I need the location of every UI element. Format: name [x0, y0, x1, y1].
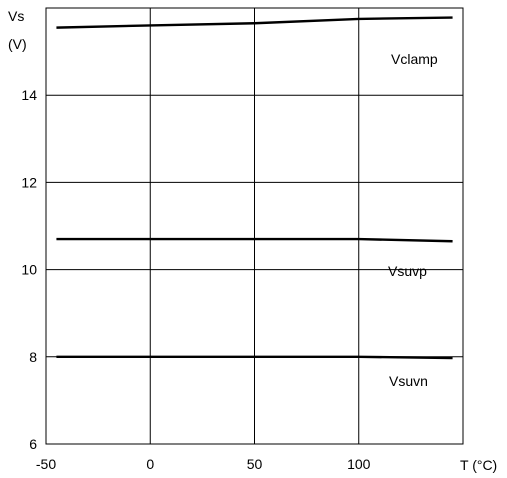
x-tick-label: 50	[247, 456, 263, 472]
y-axis-label-line1: Vs	[8, 8, 24, 24]
x-tick-label: 100	[347, 456, 371, 472]
series-group: Vclamp Vsuvp Vsuvn	[56, 16, 453, 389]
series-label-vsuvn: Vsuvn	[389, 373, 428, 389]
y-tick-label: 14	[21, 87, 37, 103]
series-label-vsuvp: Vsuvp	[388, 263, 427, 279]
y-axis-label-line2: (V)	[8, 36, 27, 52]
series-line-vsuvn	[56, 355, 453, 360]
x-tick-label: 0	[146, 456, 154, 472]
x-axis-label: T (°C)	[460, 457, 497, 473]
tick-labels: -50 0 50 100 6 8 10 12 14	[21, 87, 370, 472]
y-tick-label: 10	[21, 262, 37, 278]
y-tick-label: 12	[21, 174, 37, 190]
y-tick-label: 8	[29, 349, 37, 365]
series-line-vsuvp	[56, 237, 453, 243]
x-tick-label: -50	[36, 456, 56, 472]
series-line-vclamp	[56, 16, 453, 29]
y-tick-label: 6	[29, 436, 37, 452]
series-label-vclamp: Vclamp	[391, 51, 438, 67]
